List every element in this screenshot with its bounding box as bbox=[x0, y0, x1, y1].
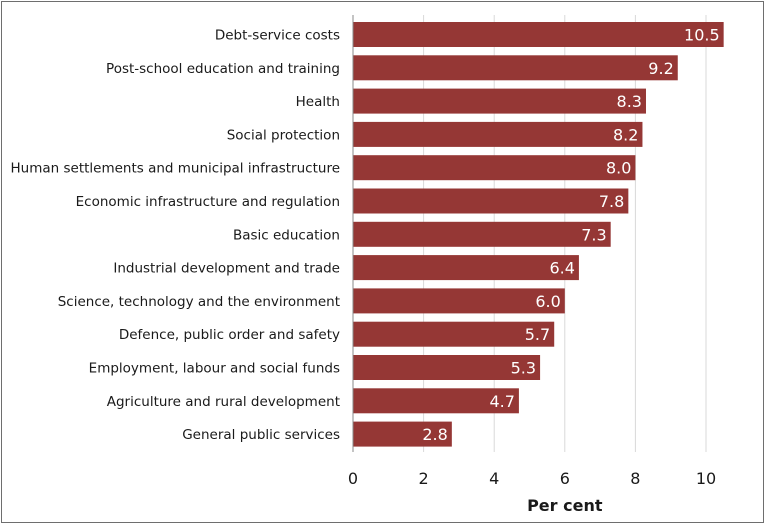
value-label: 6.4 bbox=[549, 259, 574, 278]
bar bbox=[353, 255, 579, 281]
bar bbox=[353, 321, 555, 347]
value-label: 7.8 bbox=[599, 192, 624, 211]
value-label: 8.0 bbox=[606, 159, 631, 178]
value-label: 2.8 bbox=[422, 425, 447, 444]
bar bbox=[353, 221, 611, 247]
bar bbox=[353, 421, 452, 447]
category-label: Employment, labour and social funds bbox=[89, 361, 340, 377]
bar bbox=[353, 355, 541, 380]
category-label: General public services bbox=[182, 427, 340, 443]
x-tick-label: 6 bbox=[560, 469, 570, 488]
category-label: Defence, public order and safety bbox=[119, 327, 340, 343]
bar bbox=[353, 22, 724, 47]
category-label: Agriculture and rural development bbox=[107, 394, 340, 410]
category-labels: Debt-service costs Post-school education … bbox=[11, 28, 341, 444]
value-label: 8.2 bbox=[613, 125, 638, 144]
bar bbox=[353, 388, 519, 414]
x-tick-label: 2 bbox=[419, 469, 429, 488]
category-label: Science, technology and the environment bbox=[58, 294, 340, 310]
x-tick-label: 4 bbox=[489, 469, 499, 488]
value-label: 7.3 bbox=[581, 225, 606, 244]
category-label: Health bbox=[296, 94, 340, 110]
bar bbox=[353, 121, 643, 147]
value-labels: 10.5 9.2 8.3 8.2 8.0 7.8 7.3 6.4 6.0 5.7 5.3 4.7 2.8 bbox=[422, 26, 719, 445]
x-axis-label: Per cent bbox=[527, 496, 603, 515]
category-label: Post-school education and training bbox=[106, 61, 340, 77]
category-label: Debt-service costs bbox=[215, 28, 340, 44]
value-label: 8.3 bbox=[617, 92, 642, 111]
value-label: 4.7 bbox=[489, 392, 514, 411]
bars bbox=[353, 22, 724, 447]
bar bbox=[353, 155, 636, 181]
bar bbox=[353, 55, 678, 81]
value-label: 5.3 bbox=[511, 359, 536, 378]
category-label: Industrial development and trade bbox=[113, 261, 340, 277]
bar bbox=[353, 88, 646, 114]
category-label: Economic infrastructure and regulation bbox=[76, 194, 340, 210]
x-tick-label: 10 bbox=[696, 469, 716, 488]
category-label: Social protection bbox=[227, 127, 340, 143]
x-tick-label: 8 bbox=[630, 469, 640, 488]
x-tick-labels: 0 2 4 6 8 10 bbox=[348, 469, 716, 488]
x-tick-label: 0 bbox=[348, 469, 358, 488]
bar bbox=[353, 288, 565, 314]
bar bbox=[353, 188, 629, 214]
value-label: 10.5 bbox=[684, 26, 720, 45]
value-label: 9.2 bbox=[648, 59, 673, 78]
category-label: Basic education bbox=[233, 227, 340, 243]
value-label: 6.0 bbox=[535, 292, 560, 311]
category-label: Human settlements and municipal infrastr… bbox=[11, 161, 341, 177]
value-label: 5.7 bbox=[525, 325, 550, 344]
